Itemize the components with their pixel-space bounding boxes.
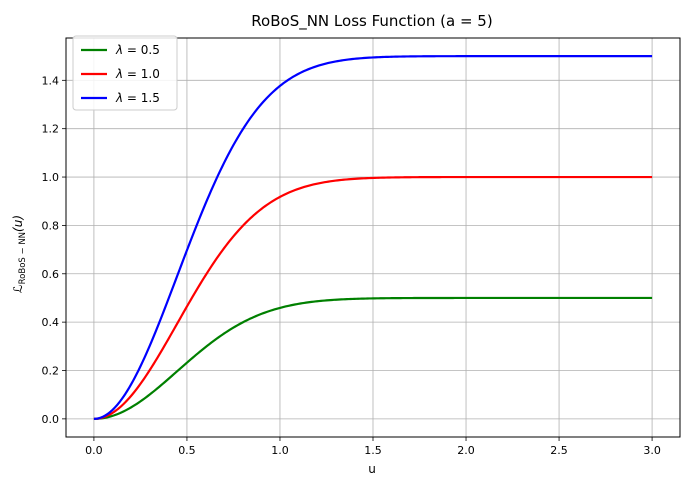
y-tick-label: 1.4 <box>42 74 60 87</box>
x-tick-label: 0.5 <box>178 444 196 457</box>
legend-label-value: = 1.0 <box>123 67 160 81</box>
y-tick-label: 0.8 <box>42 219 60 232</box>
legend-label: λ = 1.5 <box>115 91 160 105</box>
y-tick-label: 1.2 <box>42 123 60 136</box>
x-tick-label: 2.5 <box>550 444 568 457</box>
series-line <box>93 175 653 420</box>
x-tick-label: 1.0 <box>271 444 289 457</box>
legend-label-symbol: λ <box>115 67 123 81</box>
y-tick-label: 0.4 <box>42 316 60 329</box>
x-tick-label: 1.5 <box>364 444 382 457</box>
x-axis-label: u <box>368 462 376 476</box>
legend-label-symbol: λ <box>115 91 123 105</box>
chart-title: RoBoS_NN Loss Function (a = 5) <box>251 12 492 31</box>
y-tick-label: 0.6 <box>42 268 60 281</box>
legend-label: λ = 1.0 <box>115 67 160 81</box>
legend-label-value: = 1.5 <box>123 91 160 105</box>
series-lines <box>93 55 653 420</box>
grid <box>66 38 680 437</box>
axis-ticks: 0.0 0.5 1.0 1.5 2.0 2.5 3.0 0.0 0.2 0.4 0.6 0.8 1.0 1… <box>42 74 661 457</box>
series-line <box>93 55 653 420</box>
legend-label: λ = 0.5 <box>115 43 160 57</box>
legend-label-value: = 0.5 <box>123 43 160 57</box>
series-line <box>93 296 653 420</box>
y-tick-label: 1.0 <box>42 171 60 184</box>
y-tick-label: 0.0 <box>42 413 60 426</box>
legend-label-symbol: λ <box>115 43 123 57</box>
y-axis-label-subscript: RoBoS − NN <box>18 232 28 284</box>
y-tick-label: 0.2 <box>42 365 60 378</box>
x-tick-label: 0.0 <box>85 444 103 457</box>
legend-box <box>72 35 178 111</box>
x-tick-label: 3.0 <box>643 444 661 457</box>
x-tick-label: 2.0 <box>457 444 475 457</box>
y-axis-label: ℒRoBoS − NN(u) <box>11 215 28 293</box>
y-axis-label-symbol: ℒ <box>11 284 25 293</box>
legend: λ = 0.5λ = 1.0λ = 1.5 <box>72 35 178 111</box>
y-axis-label-suffix: (u) <box>11 215 25 232</box>
